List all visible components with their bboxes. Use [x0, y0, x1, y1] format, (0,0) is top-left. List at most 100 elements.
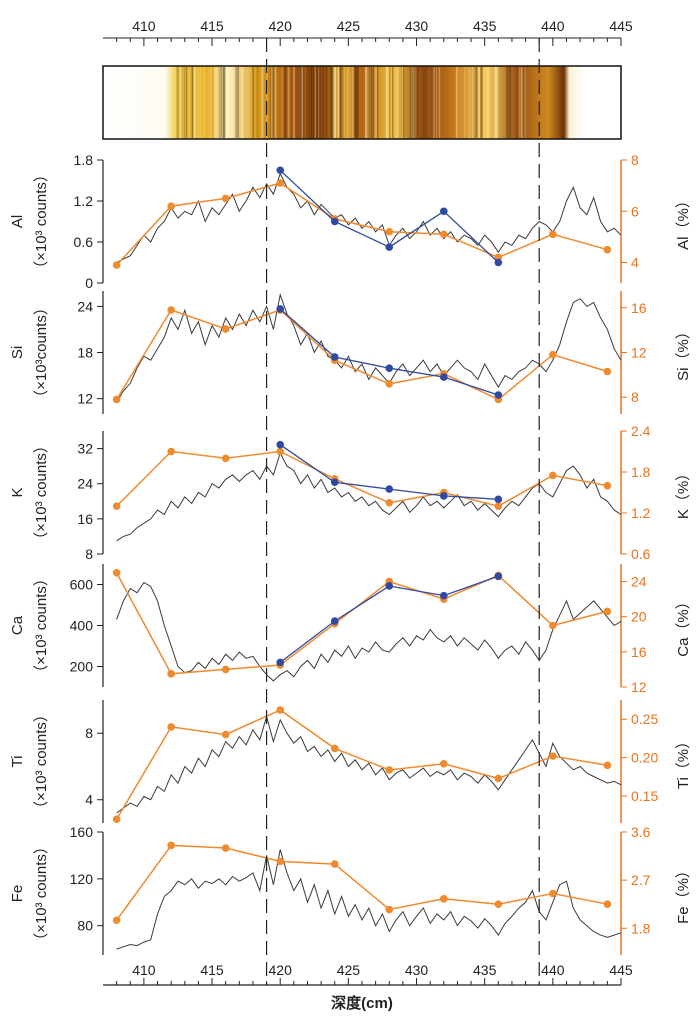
- panel-al: 0 0.6 1.2 1.8 4 6 8 Al （×10³ counts） Al（%）: [9, 152, 692, 291]
- blue-point: [494, 258, 503, 267]
- core-streak: [428, 67, 430, 138]
- core-streak: [480, 67, 483, 138]
- right-tick-label: 0.25: [631, 711, 658, 727]
- core-streak: [261, 67, 265, 138]
- blue-point: [494, 391, 503, 399]
- core-streak: [223, 67, 224, 138]
- core-streak: [521, 67, 524, 138]
- blue-point: [330, 617, 339, 625]
- orange-point: [221, 454, 230, 463]
- left-axis-unit-label: （×10³ counts）: [33, 571, 50, 680]
- core-streak: [409, 67, 412, 138]
- core-streak: [297, 67, 299, 138]
- core-streak: [318, 67, 320, 138]
- core-streak: [412, 67, 416, 138]
- right-axis-label: Al（%）: [675, 193, 692, 250]
- core-streak: [417, 67, 419, 138]
- core-scan-image: [102, 65, 622, 140]
- core-streak: [377, 67, 379, 138]
- core-streak: [334, 67, 337, 138]
- right-tick-label: 1.8: [631, 464, 651, 480]
- core-scan-streaks: [175, 67, 526, 138]
- left-axis-label: Si: [9, 346, 26, 359]
- left-axis-unit-label: （×10³ counts）: [33, 707, 50, 816]
- top-axis-tick-label: 435: [473, 18, 497, 34]
- core-streak: [523, 67, 526, 138]
- bottom-axis-tick-label: 435: [473, 962, 497, 978]
- orange-point: [494, 502, 503, 510]
- core-streak: [304, 67, 306, 138]
- left-axis-unit-label: （×10³ counts）: [33, 167, 50, 276]
- core-streak: [371, 67, 374, 138]
- orange-point: [549, 752, 557, 760]
- orange-point: [549, 889, 557, 898]
- left-tick-label: 12: [77, 391, 93, 407]
- orange-point: [112, 568, 121, 577]
- core-streak: [190, 67, 193, 138]
- right-tick-label: 8: [631, 152, 639, 168]
- orange-point: [112, 395, 121, 404]
- blue-point: [385, 582, 394, 590]
- orange-point: [330, 860, 339, 868]
- orange-point: [603, 761, 612, 770]
- left-axis-label: Ca: [9, 615, 26, 635]
- core-streak: [365, 67, 367, 138]
- orange-point: [385, 766, 394, 774]
- core-streak: [241, 67, 244, 138]
- left-axis-label: Ti: [9, 756, 26, 768]
- core-streak: [200, 67, 202, 138]
- core-streak: [228, 67, 230, 138]
- orange-point: [112, 815, 121, 823]
- core-streak: [198, 67, 200, 138]
- core-streak: [339, 67, 342, 138]
- core-streak: [193, 67, 195, 138]
- xrf-counts-line: [116, 292, 622, 403]
- orange-point: [603, 245, 612, 254]
- core-streak: [271, 67, 274, 138]
- xrf-counts-line: [116, 581, 622, 682]
- core-streak: [411, 67, 413, 138]
- blue-point: [276, 166, 285, 175]
- core-streak: [176, 67, 179, 138]
- core-streak: [195, 67, 197, 138]
- orange-series-line: [116, 182, 608, 266]
- core-streak: [516, 67, 518, 138]
- core-streak: [403, 67, 405, 138]
- xrf-counts-line: [116, 172, 622, 263]
- core-streak: [389, 67, 391, 138]
- right-tick-label: 1.2: [631, 505, 651, 521]
- orange-point: [385, 380, 394, 388]
- core-streak: [495, 67, 498, 138]
- right-axis-label: Si（%）: [675, 324, 692, 381]
- core-streak: [223, 67, 226, 138]
- orange-point: [167, 306, 175, 314]
- core-streak: [387, 67, 389, 138]
- core-streak: [410, 67, 412, 138]
- core-streak: [398, 67, 399, 138]
- top-axis-tick-label: 445: [609, 18, 633, 34]
- orange-point: [385, 498, 394, 507]
- left-tick-label: 400: [70, 618, 94, 634]
- core-streak: [314, 67, 316, 138]
- top-axis-tick-label: 410: [132, 18, 156, 34]
- orange-point: [221, 844, 230, 852]
- core-streak: [506, 67, 509, 138]
- core-streak: [272, 67, 275, 138]
- xrf-counts-line: [116, 849, 622, 950]
- orange-point: [167, 447, 175, 456]
- core-streak: [283, 67, 285, 138]
- right-tick-label: 6: [631, 203, 639, 219]
- panel-si: 12 18 24 8 12 16 Si （×10³counts） Si（%）: [9, 291, 692, 414]
- bottom-axis-tick-label: 415: [200, 962, 224, 978]
- right-tick-label: 3.6: [631, 824, 651, 840]
- blue-point: [276, 658, 285, 667]
- right-axis-label: Ti（%）: [675, 734, 692, 789]
- orange-point: [167, 723, 175, 731]
- orange-point: [276, 857, 285, 866]
- left-tick-label: 80: [77, 918, 93, 934]
- core-streak: [463, 67, 466, 138]
- core-streak: [473, 67, 475, 138]
- core-streak: [438, 67, 441, 138]
- core-streak: [218, 67, 220, 138]
